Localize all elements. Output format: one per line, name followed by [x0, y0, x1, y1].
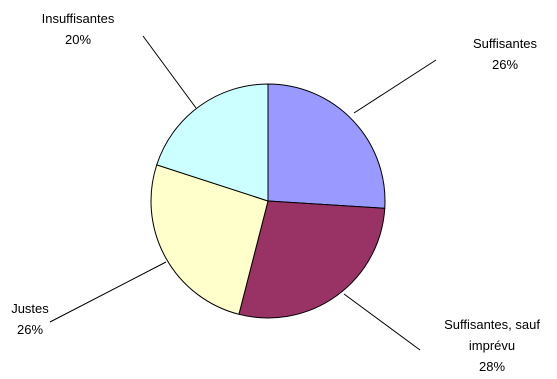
slice-category-label-0-line-0: Suffisantes: [473, 36, 538, 51]
slice-percent-label-3: 20%: [65, 32, 91, 47]
leader-line-2: [49, 261, 167, 323]
slice-category-label-1-line-1: imprévu: [469, 338, 515, 353]
leader-line-3: [142, 35, 197, 109]
slice-category-label-3-line-0: Insuffisantes: [42, 11, 115, 26]
pie-slice-2: [150, 164, 269, 315]
leader-line-0: [353, 59, 437, 114]
leader-lines-layer: [49, 35, 437, 351]
pie-slice-3: [156, 83, 269, 202]
slice-percent-label-0: 26%: [492, 57, 518, 72]
slice-category-label-1-line-0: Suffisantes, sauf: [444, 317, 540, 332]
slice-percent-label-1: 28%: [479, 359, 505, 374]
slices-layer: [150, 83, 386, 319]
slice-percent-label-2: 26%: [17, 322, 43, 337]
slice-category-label-2-line-0: Justes: [11, 301, 49, 316]
pie-slice-0: [267, 83, 386, 209]
pie-slice-1: [238, 200, 386, 319]
leader-line-1: [343, 293, 421, 351]
labels-layer: Suffisantes 26% Suffisantes, sauf imprévu 28…: [11, 11, 540, 374]
